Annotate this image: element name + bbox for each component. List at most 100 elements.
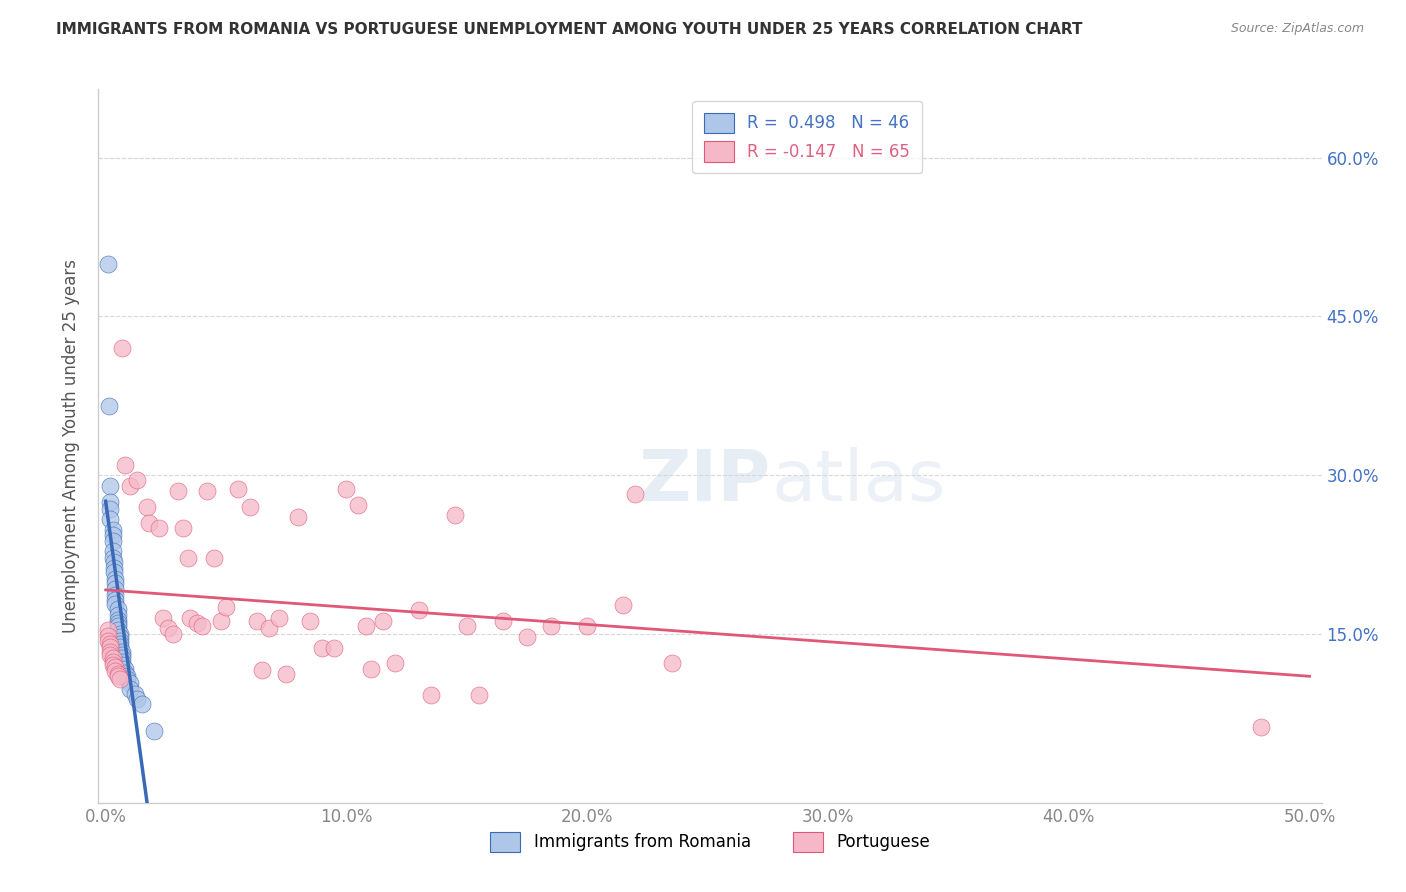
Point — [246, 614, 269, 628]
Text: ZIP: ZIP — [638, 447, 772, 516]
Point — [124, 687, 146, 701]
Point — [107, 616, 129, 631]
Point — [101, 651, 124, 665]
Point — [103, 561, 125, 575]
Point — [104, 597, 127, 611]
Point — [360, 661, 382, 675]
Point — [250, 663, 273, 677]
Point — [492, 614, 515, 628]
Point — [195, 483, 218, 498]
Point — [108, 626, 131, 640]
Legend: Immigrants from Romania, Portuguese: Immigrants from Romania, Portuguese — [484, 825, 936, 859]
Point — [101, 523, 124, 537]
Point — [98, 400, 121, 414]
Text: atlas: atlas — [772, 447, 946, 516]
Point — [104, 588, 127, 602]
Point — [287, 510, 309, 524]
Point — [108, 672, 131, 686]
Point — [167, 483, 190, 498]
Point — [100, 478, 122, 492]
Point — [125, 474, 148, 488]
Point — [107, 669, 129, 683]
Point — [107, 602, 129, 616]
Point — [101, 550, 124, 565]
Point — [172, 521, 194, 535]
Point — [135, 500, 157, 514]
Point — [157, 621, 180, 635]
Point — [408, 603, 430, 617]
Point — [101, 528, 124, 542]
Y-axis label: Unemployment Among Youth under 25 years: Unemployment Among Youth under 25 years — [62, 259, 80, 633]
Point — [516, 630, 538, 644]
Point — [111, 648, 134, 662]
Point — [419, 688, 441, 702]
Point — [104, 582, 127, 597]
Point — [108, 640, 131, 655]
Point — [114, 458, 136, 472]
Point — [117, 669, 139, 683]
Point — [176, 550, 198, 565]
Point — [661, 657, 683, 671]
Point — [125, 692, 148, 706]
Point — [104, 664, 127, 678]
Point — [100, 648, 122, 662]
Point — [107, 666, 129, 681]
Point — [114, 665, 136, 680]
Point — [108, 637, 131, 651]
Point — [101, 544, 124, 558]
Point — [202, 550, 225, 565]
Point — [384, 657, 406, 671]
Point — [179, 611, 201, 625]
Point — [111, 651, 134, 665]
Point — [117, 672, 139, 686]
Point — [354, 619, 377, 633]
Point — [1250, 720, 1272, 734]
Point — [612, 598, 634, 612]
Point — [111, 658, 134, 673]
Point — [97, 257, 120, 271]
Text: Source: ZipAtlas.com: Source: ZipAtlas.com — [1230, 22, 1364, 36]
Point — [468, 688, 491, 702]
Point — [226, 482, 249, 496]
Point — [456, 619, 478, 633]
Point — [111, 341, 134, 355]
Point — [101, 655, 124, 669]
Point — [104, 575, 127, 590]
Point — [104, 572, 127, 586]
Point — [142, 723, 165, 738]
Point — [267, 611, 290, 625]
Point — [443, 508, 465, 523]
Point — [97, 624, 120, 638]
Point — [239, 500, 262, 514]
Point — [111, 645, 134, 659]
Point — [276, 666, 298, 681]
Point — [100, 502, 122, 516]
Point — [118, 478, 141, 492]
Point — [100, 645, 122, 659]
Point — [108, 634, 131, 648]
Point — [108, 630, 131, 644]
Point — [152, 611, 174, 625]
Point — [162, 626, 184, 640]
Point — [138, 516, 160, 530]
Point — [148, 521, 170, 535]
Point — [259, 621, 281, 635]
Point — [100, 494, 122, 508]
Point — [186, 616, 208, 631]
Point — [100, 512, 122, 526]
Point — [114, 661, 136, 675]
Point — [576, 619, 599, 633]
Point — [101, 658, 124, 673]
Point — [107, 613, 129, 627]
Point — [335, 482, 357, 496]
Point — [540, 619, 562, 633]
Point — [97, 629, 120, 643]
Point — [103, 555, 125, 569]
Text: IMMIGRANTS FROM ROMANIA VS PORTUGUESE UNEMPLOYMENT AMONG YOUTH UNDER 25 YEARS CO: IMMIGRANTS FROM ROMANIA VS PORTUGUESE UN… — [56, 22, 1083, 37]
Point — [371, 614, 394, 628]
Point — [347, 498, 370, 512]
Point — [215, 600, 238, 615]
Point — [107, 624, 129, 638]
Point — [111, 655, 134, 669]
Point — [107, 619, 129, 633]
